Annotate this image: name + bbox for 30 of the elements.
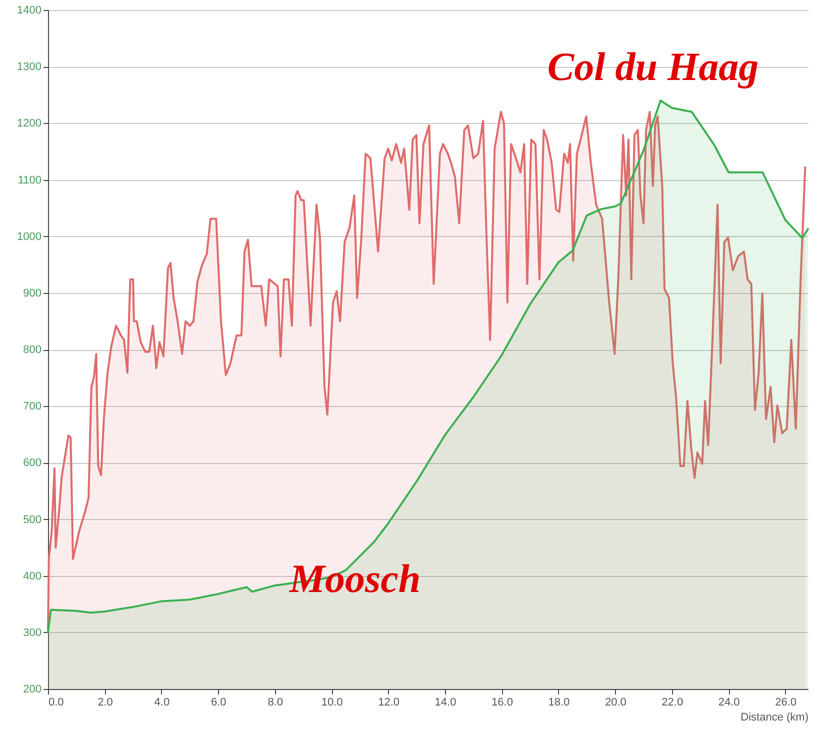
x-axis-title: Distance (km) — [740, 712, 808, 724]
x-tick-label: 12.0 — [378, 696, 400, 708]
annotation: Moosch — [288, 556, 421, 601]
y-tick-label: 600 — [23, 457, 42, 470]
y-tick-label: 700 — [23, 400, 42, 413]
x-tick-label: 2.0 — [98, 696, 113, 708]
x-tick-label: 22.0 — [662, 696, 684, 708]
y-tick-label: 200 — [23, 684, 42, 696]
y-tick-label: 1100 — [18, 174, 42, 186]
x-tick-label: 10.0 — [321, 696, 343, 708]
x-tick-label: 24.0 — [718, 696, 740, 708]
y-tick-label: 300 — [23, 626, 42, 639]
y-tick-label: 1000 — [17, 230, 42, 243]
x-tick-label: 0.0 — [48, 696, 64, 708]
x-tick-label: 6.0 — [211, 696, 226, 708]
x-tick-label: 4.0 — [154, 696, 170, 708]
x-tick-label: 16.0 — [492, 696, 513, 708]
x-tick-label: 18.0 — [548, 696, 570, 708]
y-tick-label: 500 — [23, 514, 42, 526]
y-tick-label: 1200 — [17, 118, 42, 130]
y-tick-label: 400 — [23, 570, 42, 582]
x-tick-label: 8.0 — [268, 696, 284, 708]
x-tick-label: 26.0 — [775, 696, 797, 708]
y-tick-label: 1300 — [17, 61, 42, 74]
y-tick-label: 900 — [23, 287, 42, 300]
x-tick-label: 20.0 — [604, 696, 626, 708]
y-tick-label: 1400 — [17, 4, 42, 16]
y-tick-label: 800 — [23, 344, 42, 356]
annotation: Col du Haag — [547, 44, 759, 89]
x-tick-label: 14.0 — [434, 696, 456, 708]
